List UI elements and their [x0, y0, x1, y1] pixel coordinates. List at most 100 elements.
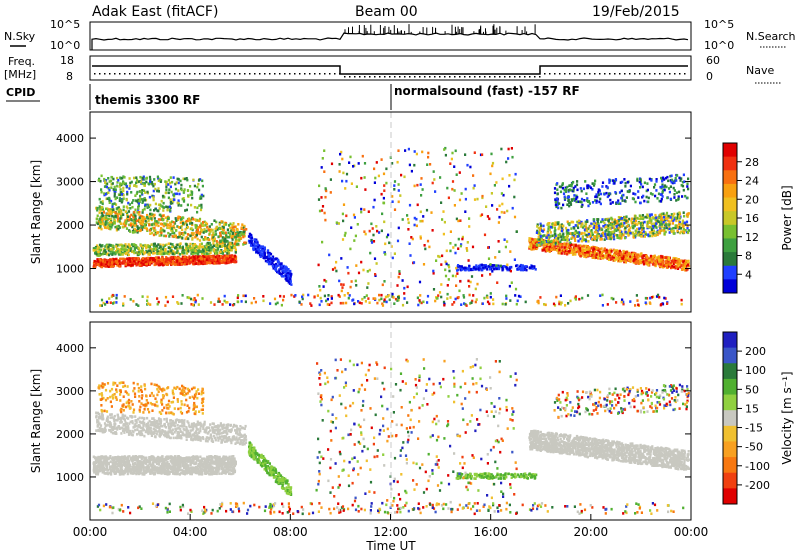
scatter-cell — [131, 201, 134, 205]
nave-dot — [619, 73, 621, 75]
scatter-cell — [114, 188, 117, 191]
scatter-cell — [583, 228, 586, 232]
scatter-cell — [671, 181, 674, 185]
scatter-cell — [636, 258, 639, 261]
scatter-cell — [677, 226, 681, 229]
cpid-mode-2: normalsound (fast) -157 RF — [394, 84, 580, 98]
scatter-cell — [287, 272, 290, 275]
scatter-cell — [146, 256, 150, 260]
scatter-cell — [200, 203, 203, 207]
scatter-cell — [101, 222, 104, 226]
scatter-cell — [523, 266, 526, 269]
scatter-cell — [134, 208, 137, 212]
scatter-cell — [652, 232, 655, 235]
scatter-cell — [173, 226, 176, 230]
scatter-cell — [583, 249, 586, 252]
scatter-cell — [139, 180, 142, 184]
scatter-cell — [506, 268, 509, 272]
scatter-cell — [625, 250, 628, 254]
scatter-cell — [140, 244, 143, 247]
scatter-cell — [591, 251, 594, 254]
scatter-cell — [272, 263, 275, 267]
scatter-cell — [661, 183, 664, 187]
scatter-cell — [283, 266, 286, 270]
scatter-cell — [127, 243, 130, 246]
scatter-cell — [143, 198, 146, 202]
scatter-cell — [121, 182, 124, 186]
scatter-cell — [169, 246, 172, 250]
scatter-cell — [203, 247, 206, 251]
scatter-cell — [199, 244, 202, 248]
nave-dot — [144, 73, 146, 75]
scatter-cell — [207, 261, 210, 264]
scatter-cell — [603, 247, 606, 250]
scatter-cell — [568, 204, 571, 208]
scatter-cell — [249, 233, 252, 237]
scatter-cell — [567, 199, 570, 202]
scatter-cell — [150, 243, 153, 246]
scatter-cell — [141, 208, 144, 212]
scatter-cell — [239, 237, 242, 240]
scatter-cell — [198, 256, 201, 260]
scatter-cell — [576, 195, 579, 199]
scatter-cell — [285, 274, 288, 277]
scatter-cell — [218, 223, 221, 226]
scatter-cell — [613, 218, 616, 222]
scatter-cell — [186, 178, 189, 182]
nave-dot — [624, 73, 626, 75]
scatter-cell — [219, 234, 222, 237]
scatter-cell — [617, 226, 620, 230]
scatter-cell — [629, 231, 632, 235]
scatter-cell — [107, 261, 110, 265]
scatter-cell — [579, 249, 582, 253]
scatter-cell — [597, 218, 600, 221]
scatter-cell — [287, 268, 290, 271]
scatter-cell — [670, 219, 673, 222]
scatter-cell — [669, 179, 672, 182]
scatter-cell — [181, 220, 184, 224]
scatter-cell — [615, 202, 618, 205]
scatter-cell — [639, 258, 642, 262]
scatter-cell — [207, 228, 210, 232]
scatter-cell — [159, 245, 162, 248]
scatter-cell — [625, 254, 628, 257]
scatter-cell — [547, 225, 550, 229]
scatter-cell — [212, 249, 216, 253]
scatter-cell — [573, 227, 576, 230]
scatter-cell — [154, 207, 157, 211]
scatter-cell — [173, 231, 176, 235]
scatter-cell — [196, 252, 199, 256]
scatter-cell — [583, 199, 586, 202]
scatter-cell — [256, 241, 259, 245]
scatter-cell — [530, 244, 533, 247]
scatter-cell — [116, 184, 119, 188]
scatter-cell — [140, 263, 143, 267]
scatter-cell — [599, 192, 603, 196]
scatter-cell — [656, 233, 659, 237]
scatter-cell — [92, 249, 95, 252]
scatter-cell — [143, 207, 146, 211]
scatter-cell — [184, 221, 187, 225]
scatter-cell — [679, 265, 682, 269]
scatter-cell — [540, 238, 543, 241]
nave-dot — [424, 76, 426, 78]
scatter-cell — [169, 223, 172, 226]
scatter-cell — [662, 216, 666, 219]
nave-dot — [394, 76, 396, 78]
scatter-cell — [198, 246, 201, 250]
scatter-cell — [557, 233, 560, 237]
scatter-cell — [169, 221, 172, 224]
scatter-cell — [551, 222, 554, 226]
scatter-cell — [667, 214, 670, 218]
scatter-cell — [218, 245, 222, 248]
scatter-cell — [562, 236, 565, 240]
scatter-cell — [606, 228, 610, 231]
scatter-cell — [210, 223, 213, 226]
scatter-cell — [205, 229, 208, 233]
scatter-cell — [200, 252, 203, 255]
scatter-cell — [557, 241, 560, 245]
scatter-cell — [232, 244, 235, 247]
scatter-cell — [108, 217, 111, 221]
scatter-cell — [665, 226, 668, 230]
scatter-cell — [642, 230, 645, 233]
